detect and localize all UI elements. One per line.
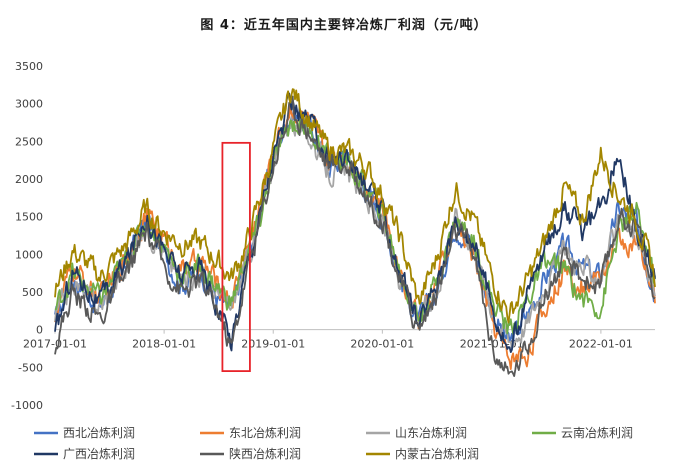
- y-tick-label: 3500: [15, 60, 43, 73]
- chart-title: 图 4：近五年国内主要锌冶炼厂利润（元/吨）: [200, 18, 488, 33]
- y-tick-label: 1000: [15, 248, 43, 261]
- y-tick-label: 2500: [15, 135, 43, 148]
- legend-label: 内蒙古冶炼利润: [395, 446, 479, 461]
- series-line: [54, 95, 656, 377]
- series-line: [54, 107, 656, 345]
- y-tick-label: -500: [18, 361, 43, 374]
- y-tick-label: 3000: [15, 98, 43, 111]
- legend-label: 广西冶炼利润: [63, 446, 135, 461]
- legend-label: 西北冶炼利润: [63, 425, 135, 440]
- legend-label: 东北冶炼利润: [229, 425, 301, 440]
- legend-label: 山东冶炼利润: [395, 425, 467, 440]
- x-tick-label: 2018-01-01: [132, 338, 196, 351]
- legend-label: 云南冶炼利润: [561, 425, 633, 440]
- highlight-box: [221, 141, 251, 372]
- y-tick-label: 2000: [15, 173, 43, 186]
- legend-label: 陕西冶炼利润: [229, 446, 301, 461]
- y-tick-label: 1500: [15, 211, 43, 224]
- x-tick-label: 2019-01-01: [241, 338, 305, 351]
- y-tick-label: -1000: [11, 399, 43, 412]
- y-tick-label: 500: [22, 286, 43, 299]
- x-tick-label: 2020-01-01: [350, 338, 414, 351]
- x-tick-label: 2022-01-01: [569, 338, 633, 351]
- series-line: [54, 88, 656, 324]
- y-tick-label: 0: [36, 324, 43, 337]
- x-tick-label: 2017-01-01: [23, 338, 87, 351]
